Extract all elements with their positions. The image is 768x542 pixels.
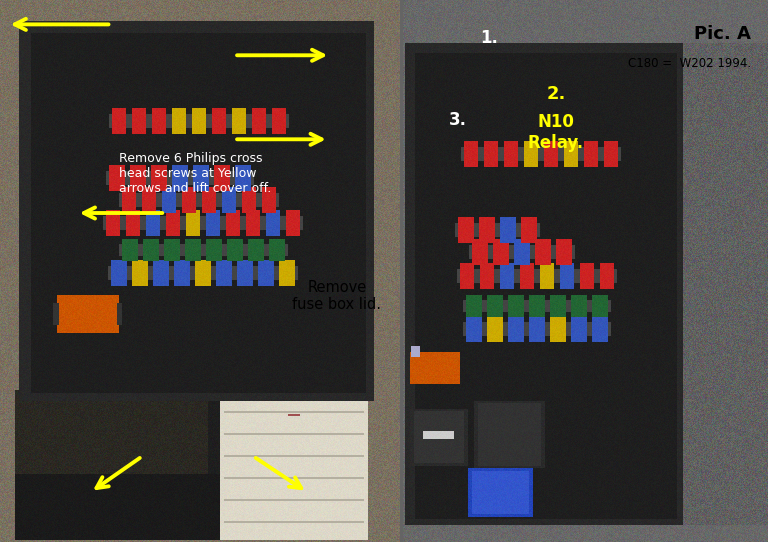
Text: 2.: 2. (546, 85, 566, 103)
Text: Remove
fuse box lid.: Remove fuse box lid. (293, 280, 382, 312)
Text: N10
Relay.: N10 Relay. (528, 113, 584, 152)
Text: Remove 6 Philips cross
head screws at Yellow
arrows and lift cover off.: Remove 6 Philips cross head screws at Ye… (119, 152, 271, 195)
Text: C180 =  W202 1994.: C180 = W202 1994. (628, 57, 751, 70)
Text: 3.: 3. (449, 111, 467, 129)
Text: Pic. A: Pic. A (694, 25, 751, 43)
Text: 1.: 1. (480, 29, 498, 47)
